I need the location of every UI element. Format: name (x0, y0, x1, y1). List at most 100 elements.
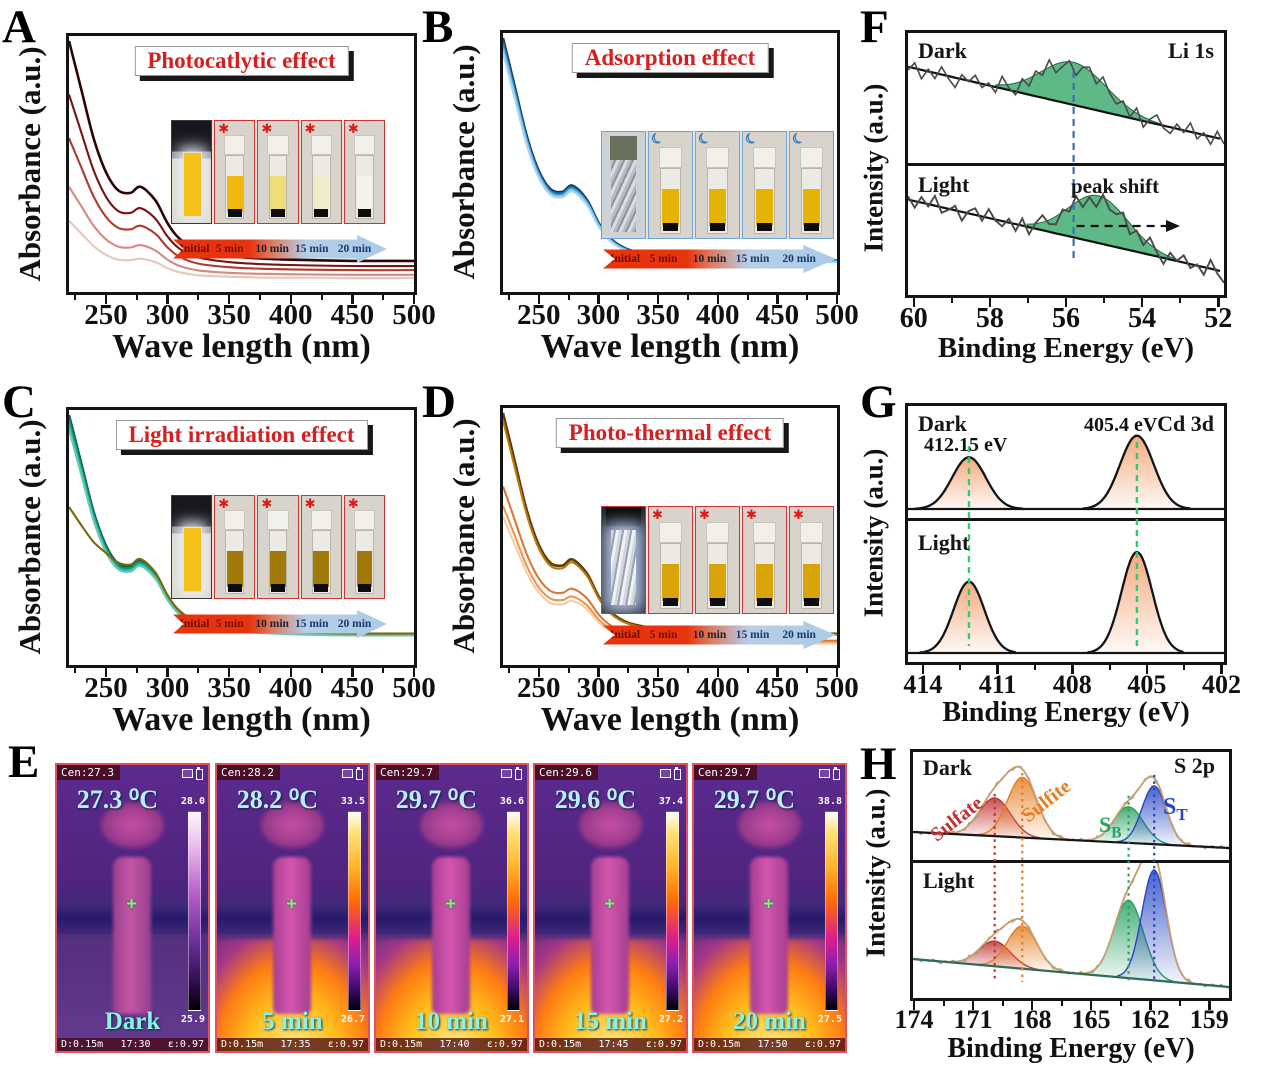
cuvette (224, 135, 246, 219)
plot-area: Photocatlytic effect ✱ ✱ ✱ ✱ Initial 5 min 10 … (66, 33, 417, 295)
axis-minor-tick (320, 668, 323, 673)
x-tick-label: 408 (1052, 670, 1092, 699)
spectra-chart (69, 40, 414, 279)
subpanel-divider (913, 860, 1229, 863)
time-arrow-label: Initial (609, 253, 641, 265)
camera-info-bar: D:0.15m 17:40 ε:0.97 (376, 1038, 527, 1051)
time-arrow-label: 20 min (782, 629, 816, 641)
foil-wrapped-vial (610, 159, 637, 232)
cuvette-body (801, 542, 822, 609)
cuvette-cap (353, 135, 375, 156)
battery-icon (196, 767, 203, 780)
x-tick-label: 350 (636, 672, 680, 704)
status-icons (501, 767, 522, 780)
axis-minor-tick (258, 668, 261, 673)
y-axis-label: Absorbance (a.u.) (446, 418, 481, 654)
subpanel-divider (908, 518, 1224, 521)
panel-c-light-irradiation: C Absorbance (a.u.) Light irradiation ef… (0, 375, 436, 749)
x-tick-label: 500 (815, 672, 859, 704)
axis-tick (988, 298, 992, 307)
catalyst-sediment (757, 223, 772, 232)
inset-frame: ✱ (789, 506, 834, 614)
x-tick-label: 159 (1189, 1005, 1229, 1034)
axis-tick (716, 668, 719, 677)
axis-tick (1220, 665, 1223, 674)
light-icon: ✱ (347, 496, 359, 511)
panel-letter-d: D (422, 376, 456, 428)
distance-label: D:0.15m (221, 1039, 264, 1050)
cuvette-body (268, 155, 288, 219)
x-axis-label: Wave length (nm) (112, 701, 371, 738)
inset-frame: ✱ (695, 506, 740, 614)
mode-label-light: Light (923, 868, 975, 893)
axis-tick (716, 295, 719, 304)
plot-area: Dark S 2p Light Sulfate Sulfite SB ST (910, 749, 1232, 1001)
axis-minor-tick (746, 295, 749, 300)
liquid (661, 189, 680, 227)
axis-minor-tick (746, 668, 749, 673)
plot-area: Light irradiation effect ✱ ✱ ✱ ✱ Initial 5 mi… (66, 407, 417, 668)
region-label: Cd 3d (1157, 411, 1214, 436)
x-tick-label: 450 (755, 672, 800, 704)
light-icon: ✱ (304, 496, 316, 511)
battery-icon (515, 767, 522, 780)
light-icon: ✱ (261, 121, 273, 136)
peak-energy-label: 405.4 eV (1084, 414, 1158, 436)
battery-icon (833, 767, 840, 780)
inset-frame: ☾ (789, 131, 834, 239)
plot-area: Dark Cd 3d Light 412.15 eV 405.4 eV (905, 403, 1227, 665)
catalyst-sediment (804, 598, 819, 607)
scale-max-label: 38.8 (817, 796, 842, 807)
cuvette (799, 146, 824, 234)
panel-letter-h: H (860, 738, 897, 790)
camera-info-bar: D:0.15m 17:35 ε:0.97 (217, 1038, 368, 1051)
x-tick-label: 300 (576, 299, 621, 331)
center-temp-readout: Cen:29.6 (535, 765, 598, 780)
cuvette-cap (658, 521, 683, 543)
scale-min-label: 27.5 (817, 1014, 842, 1025)
x-axis-label: Wave length (nm) (112, 328, 371, 365)
axis-tick (656, 295, 660, 304)
catalyst-sediment (663, 223, 678, 232)
time-arrow-label: 20 min (337, 243, 372, 255)
scale-min-label: 25.9 (180, 1014, 205, 1025)
panel-letter-f: F (860, 1, 889, 53)
axis-tick (227, 668, 231, 677)
axis-minor-tick (382, 668, 385, 673)
panel-g-xps-cd3d: G Intensity (a.u.) Dark Cd 3d Light 412.… (858, 375, 1264, 739)
axis-tick (921, 665, 925, 674)
axis-minor-tick (197, 668, 200, 673)
cuvette (310, 135, 332, 219)
subpanel-divider (908, 163, 1224, 166)
light-icon: ✱ (746, 507, 757, 522)
x-axis-label: Binding Energy (eV) (942, 697, 1190, 728)
cuvette-cap (310, 135, 332, 156)
axis-minor-tick (1033, 665, 1036, 670)
axis-minor-tick (950, 298, 953, 303)
time-arrow-label: 5 min (649, 629, 678, 641)
catalyst-sediment (357, 583, 372, 592)
distance-label: D:0.15m (698, 1039, 741, 1050)
axis-tick (351, 295, 354, 304)
inset-frame: ☾ (695, 131, 740, 239)
mode-label-dark: Dark (918, 411, 967, 436)
catalyst-sediment (710, 223, 725, 232)
vial-silhouette (431, 856, 470, 1014)
inset-frame-initial (171, 495, 213, 599)
y-axis-label: Absorbance (a.u.) (12, 46, 47, 282)
glowing-cuvette (182, 151, 203, 217)
time-arrow: Initial 5 min 10 min 15 min 20 min (603, 245, 836, 273)
vial-cap-blob (100, 802, 165, 848)
inset-frame: ☾ (648, 131, 693, 239)
inset-frame-initial (601, 506, 646, 614)
camera-info-bar: D:0.15m 17:30 ε:0.97 (57, 1038, 208, 1051)
inset-frame: ✱ (648, 506, 693, 614)
x-tick-label: 400 (695, 672, 740, 704)
crosshair-icon: + (126, 893, 137, 914)
axis-tick (166, 295, 169, 304)
x-tick-label: 56 (1052, 303, 1080, 334)
camera-icon (660, 769, 671, 778)
axis-minor-tick (1183, 665, 1186, 670)
scale-max-label: 37.4 (658, 796, 683, 807)
color-scale-bar (825, 811, 838, 1011)
